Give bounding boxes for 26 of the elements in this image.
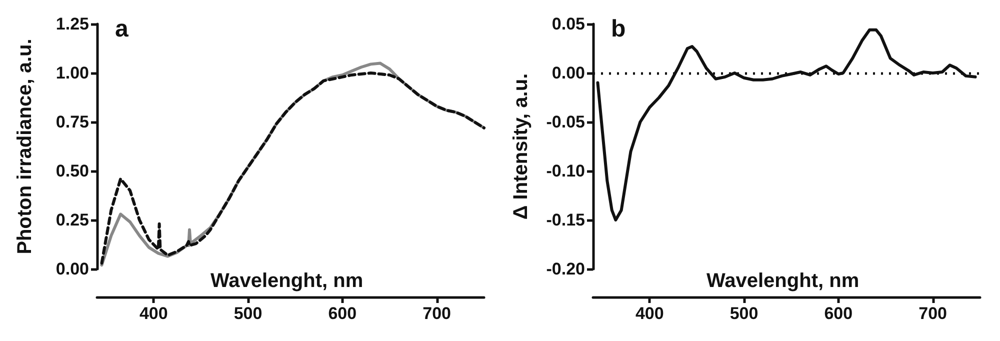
x-tick-label: 600 xyxy=(328,304,357,323)
x-tick-label: 700 xyxy=(918,304,947,323)
y-tick-label: 0.00 xyxy=(56,260,89,278)
x-tick-label: 400 xyxy=(635,304,664,323)
y-tick-label: 0.50 xyxy=(56,162,89,180)
x-axis-title: Wavelenght, nm xyxy=(210,270,364,292)
x-tick-label: 700 xyxy=(422,304,451,323)
y-tick-label: -0.05 xyxy=(546,112,585,132)
y-tick-label: -0.10 xyxy=(546,162,585,180)
chart-title: a xyxy=(115,16,129,42)
y-tick-label: 0.05 xyxy=(552,14,585,34)
x-axis-title: Wavelenght, nm xyxy=(706,270,860,292)
y-tick-label: -0.20 xyxy=(546,260,585,278)
x-tick-label: 500 xyxy=(234,304,262,323)
y-tick-label: 0.00 xyxy=(552,64,585,82)
y-axis-title: Δ Intensity, a.u. xyxy=(510,73,532,220)
chart-title: b xyxy=(611,16,626,42)
y-axis-title: Photon irradiance, a.u. xyxy=(14,38,36,254)
y-tick-label: 0.75 xyxy=(56,112,89,132)
y-tick-label: 1.00 xyxy=(56,64,89,82)
y-tick-label: 0.25 xyxy=(56,210,89,230)
x-tick-label: 500 xyxy=(730,304,758,323)
x-tick-label: 600 xyxy=(824,304,853,323)
y-tick-label: 1.25 xyxy=(56,14,89,34)
x-tick-label: 400 xyxy=(139,304,168,323)
y-tick-label: -0.15 xyxy=(546,210,585,230)
